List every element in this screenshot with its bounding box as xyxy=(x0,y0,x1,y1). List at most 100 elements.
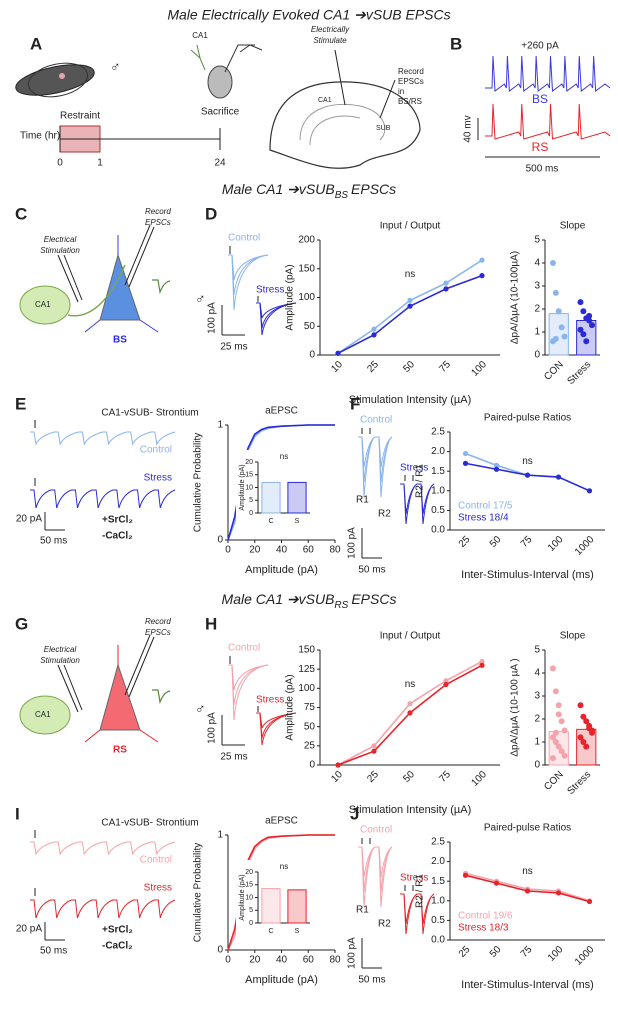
dendrite xyxy=(84,235,159,333)
y-axis-label: Amplitude (pA) xyxy=(285,264,296,330)
y-axis-label: ΔpA/ΔµA (10-100µA) xyxy=(510,251,521,344)
record-label: EPSCs xyxy=(145,628,171,637)
trace xyxy=(400,893,435,935)
record-label: in xyxy=(398,87,404,96)
rs-label: RS xyxy=(532,140,549,154)
point xyxy=(552,335,559,342)
ca1-label: CA1 xyxy=(192,31,208,40)
time-scale: 25 ms xyxy=(220,752,247,763)
y-tick-label: 1 xyxy=(534,327,540,338)
spike-trace xyxy=(485,55,611,92)
line xyxy=(128,636,155,698)
stim-label: Stimulation xyxy=(40,246,80,255)
chart-title: Slope xyxy=(560,221,586,232)
y-tick-label: 5 xyxy=(534,645,540,656)
trace xyxy=(152,279,171,295)
electrode xyxy=(224,44,263,73)
y-tick-label: 100 xyxy=(298,683,315,694)
panel-letter: B xyxy=(450,34,462,53)
y-tick-label: 75 xyxy=(304,702,316,713)
hippocampus xyxy=(299,103,386,141)
solution-label: +SrCl₂ xyxy=(102,925,133,936)
trace-label: Control xyxy=(360,825,392,836)
trace-label: Control xyxy=(228,233,260,244)
point xyxy=(558,748,565,755)
x-axis-label: Stimulation Intensity (µA) xyxy=(349,804,472,816)
chart-title: Paired-pulse Ratios xyxy=(484,823,571,834)
point xyxy=(555,890,562,896)
line xyxy=(124,634,151,696)
y-axis-label: Amplitude (pA) xyxy=(285,674,296,740)
x-tick-label: Stress xyxy=(565,359,593,387)
trace-label: Stress xyxy=(256,285,284,296)
y-tick-label: 10 xyxy=(245,894,253,901)
x-tick-label: CON xyxy=(542,359,566,383)
x-tick-label: 100 xyxy=(469,359,489,379)
y-tick-label: 2.5 xyxy=(431,427,445,438)
point xyxy=(561,333,568,340)
y-tick-label: 25 xyxy=(304,740,316,751)
line xyxy=(63,254,83,301)
point xyxy=(558,324,565,331)
x-tick-label: 60 xyxy=(303,545,315,556)
panel-letter: C xyxy=(15,204,27,223)
y-tick-label: 0.0 xyxy=(431,525,445,536)
current-label: +260 pA xyxy=(521,41,559,52)
trace xyxy=(152,689,171,705)
hippocampus xyxy=(309,115,361,146)
restraint-label: Restraint xyxy=(60,111,100,122)
y-tick-label: 0.0 xyxy=(431,935,445,946)
amp-scale: 100 pA xyxy=(347,527,358,559)
x-tick-label: 100 xyxy=(546,534,566,554)
hippo-sub: SUB xyxy=(376,125,391,132)
point xyxy=(583,718,590,725)
point xyxy=(580,331,587,338)
ca1-label: CA1 xyxy=(35,300,51,309)
x-tick-label: 0 xyxy=(225,955,231,966)
x-tick-label: 40 xyxy=(276,955,288,966)
x-tick-label: S xyxy=(295,928,300,935)
inset-background xyxy=(236,860,314,939)
y-tick-label: 0 xyxy=(309,760,315,771)
point xyxy=(586,317,593,324)
point xyxy=(371,743,377,749)
point xyxy=(479,273,485,279)
stim-label: Electrical xyxy=(44,235,77,244)
chart-title: Slope xyxy=(560,631,586,642)
dendrite xyxy=(84,645,159,743)
y-tick-label: 0 xyxy=(534,350,540,361)
point xyxy=(443,286,449,292)
panel-letter: J xyxy=(350,804,359,823)
point xyxy=(462,460,469,466)
panel-letter: F xyxy=(350,394,360,413)
line xyxy=(57,254,79,303)
timeline-tick: 0 xyxy=(57,158,63,169)
head xyxy=(207,65,233,99)
x-tick-label: 10 xyxy=(329,359,345,375)
sex-symbol: ♂ xyxy=(110,59,121,75)
point xyxy=(555,711,562,718)
x-tick-label: 20 xyxy=(249,955,261,966)
y-tick-label: 100 xyxy=(298,292,315,303)
sacrifice-label: Sacrifice xyxy=(201,107,240,118)
x-axis-label: Stimulation Intensity (µA) xyxy=(349,394,472,406)
time-scale: 50 ms xyxy=(40,536,67,547)
spike-trace xyxy=(485,103,611,140)
x-tick-label: 1000 xyxy=(573,534,597,558)
x-tick-label: 75 xyxy=(519,944,535,960)
point xyxy=(577,299,584,306)
y-tick-label: 0.5 xyxy=(431,915,445,926)
point xyxy=(555,308,562,315)
section-title-part: RS xyxy=(334,600,348,611)
axon xyxy=(67,264,126,317)
panel-letter: I xyxy=(15,804,20,823)
y-tick-label: 2.5 xyxy=(431,837,445,848)
point xyxy=(524,472,531,478)
x-tick-label: 50 xyxy=(488,534,504,550)
point xyxy=(586,488,593,494)
point xyxy=(479,662,485,668)
y-tick-label: 0 xyxy=(217,945,223,956)
x-tick-label: 0 xyxy=(225,545,231,556)
section-title: Male CA1 ➔vSUBBS EPSCs xyxy=(222,181,396,201)
point xyxy=(580,739,587,745)
